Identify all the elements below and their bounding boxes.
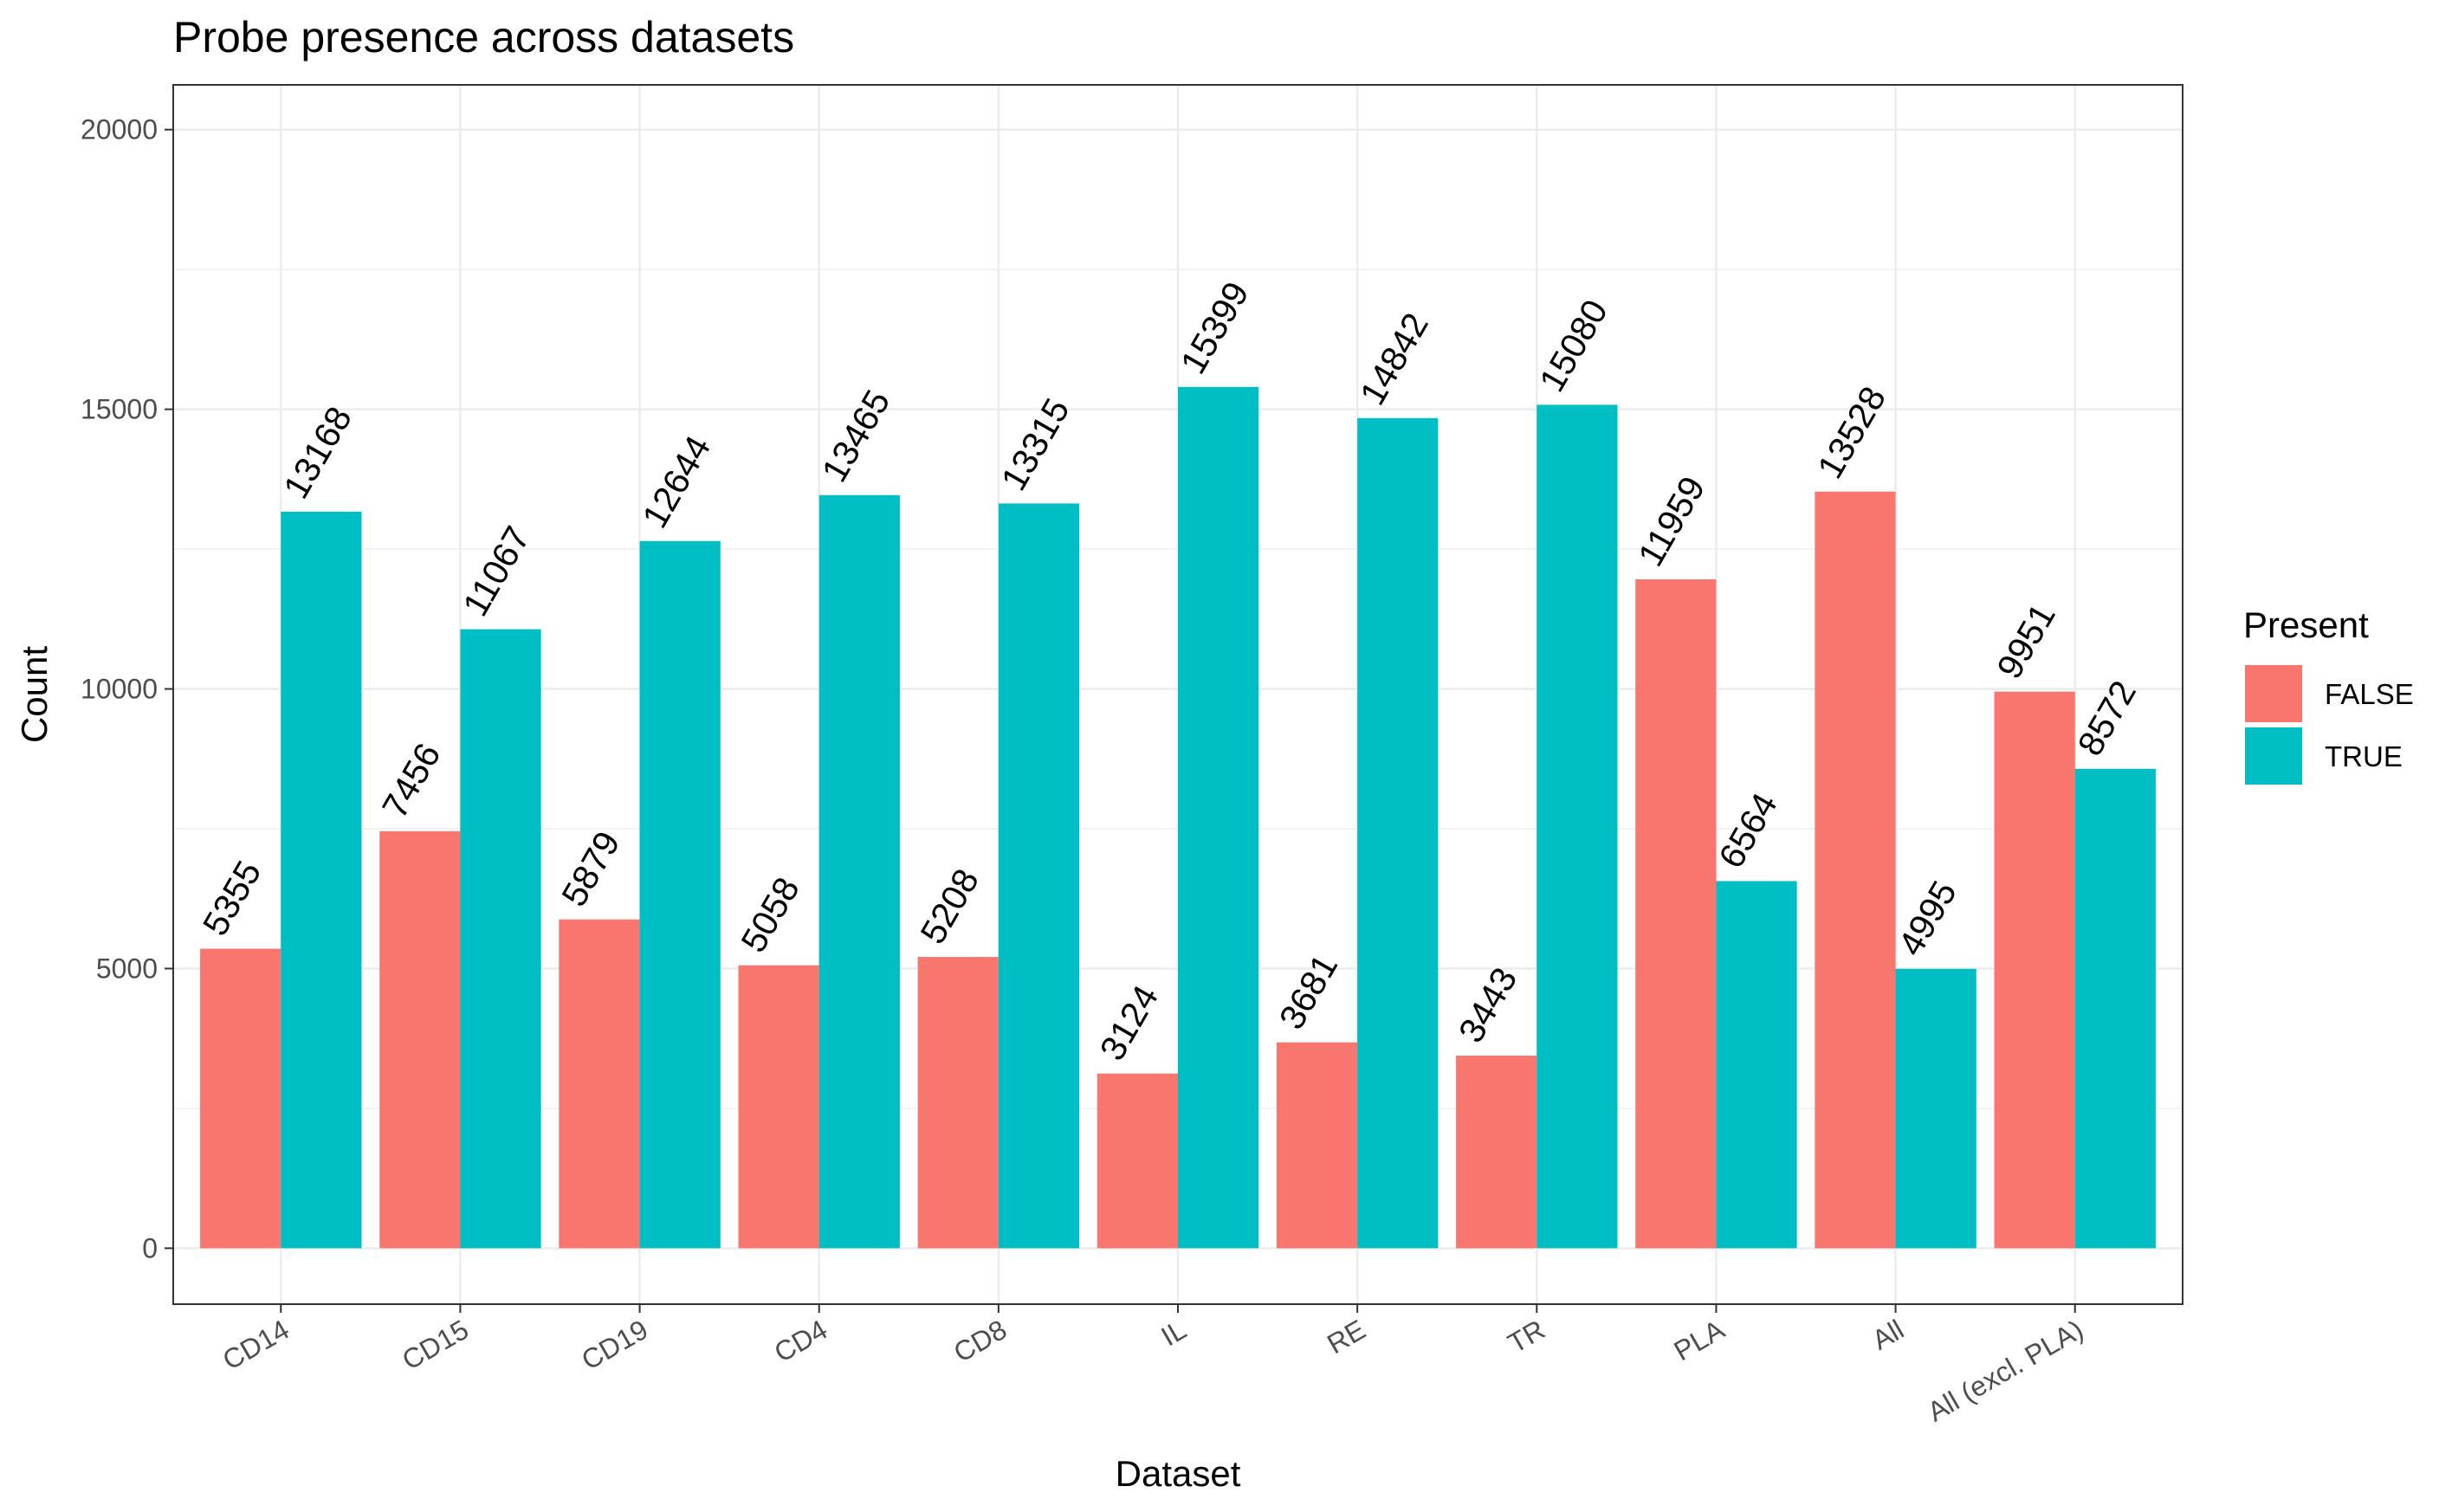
bars: [200, 386, 2156, 1249]
x-axis-title: Dataset: [1116, 1453, 1241, 1494]
legend-label-true: TRUE: [2325, 740, 2403, 772]
y-axis-title: Count: [14, 646, 55, 743]
bar-true: [639, 540, 721, 1249]
y-tick-label: 15000: [81, 394, 158, 425]
legend-key-true: [2245, 727, 2302, 785]
bar-false: [1815, 491, 1896, 1249]
bar-true: [460, 629, 541, 1249]
bar-false: [200, 948, 281, 1249]
bar-false: [1276, 1042, 1358, 1249]
x-tick-label: CD4: [769, 1314, 832, 1368]
bar-true: [1895, 968, 1976, 1249]
bar-false: [1994, 691, 2075, 1249]
x-tick-label: All (excl. PLA): [1922, 1314, 2088, 1428]
legend-key-false: [2245, 665, 2302, 722]
chart-title: Probe presence across datasets: [173, 13, 794, 61]
x-tick-label: CD19: [576, 1314, 653, 1376]
legend-title: Present: [2243, 604, 2369, 645]
x-tick-label: TR: [1503, 1314, 1550, 1360]
bar-false: [1097, 1073, 1178, 1249]
bar-false: [917, 957, 999, 1249]
y-tick-label: 0: [142, 1232, 158, 1263]
y-tick-label: 5000: [96, 953, 158, 984]
bar-true: [818, 494, 900, 1249]
y-tick-label: 20000: [81, 114, 158, 145]
bar-true: [998, 503, 1080, 1249]
x-tick-label: RE: [1322, 1314, 1370, 1360]
y-tick-label: 10000: [81, 674, 158, 705]
bar-false: [1456, 1056, 1537, 1249]
bar-false: [1635, 579, 1717, 1249]
x-tick-label: All: [1866, 1314, 1909, 1356]
bar-false: [738, 965, 819, 1249]
x-tick-label: CD15: [397, 1314, 474, 1376]
bar-true: [2074, 768, 2156, 1249]
bar-true: [1357, 417, 1439, 1249]
bar-true: [281, 511, 362, 1249]
bar-true: [1537, 404, 1618, 1249]
x-tick-label: IL: [1155, 1314, 1191, 1353]
bar-true: [1716, 881, 1797, 1249]
legend-label-false: FALSE: [2325, 678, 2414, 710]
x-axis: CD14 CD15 CD19 CD4 CD8 IL RE TR PLA All All (excl.…: [217, 1304, 2088, 1428]
bar-false: [379, 830, 461, 1249]
bar-true: [1178, 386, 1259, 1249]
x-tick-label: CD8: [948, 1314, 1012, 1368]
x-tick-label: CD14: [217, 1314, 294, 1376]
x-tick-label: PLA: [1669, 1314, 1731, 1367]
bar-false: [559, 919, 640, 1249]
y-axis: 0 5000 10000 15000 20000: [81, 114, 173, 1263]
legend: Present FALSE TRUE: [2243, 604, 2414, 785]
